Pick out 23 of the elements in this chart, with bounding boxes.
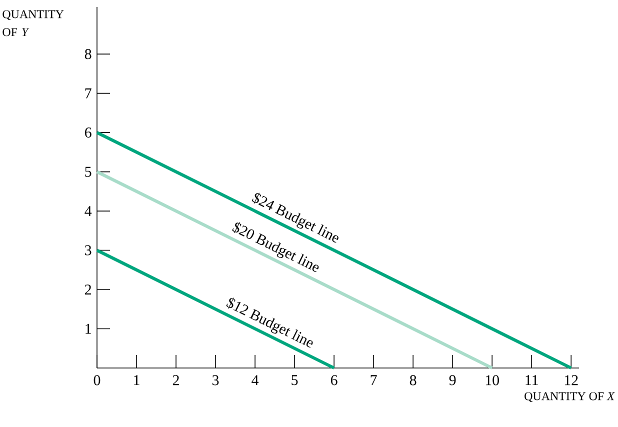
y-tick-label: 3 [85,245,92,256]
y-tick-label: 7 [85,88,92,98]
x-tick-label: 1 [134,375,140,386]
y-tick-label: 5 [85,166,92,177]
x-tick-label: 12 [564,375,578,386]
y-tick-label: 1 [86,324,91,334]
x-tick-label: 4 [252,375,259,386]
x-tick-label: 6 [330,375,338,386]
y-tick-label: 2 [85,284,91,294]
x-tick-label: 10 [486,375,499,386]
x-tick-label: 8 [410,375,416,386]
y-tick-label: 4 [84,206,92,216]
y-tick-label: 6 [84,128,92,138]
y-axis-title: QUANTITY OF Y [2,10,64,36]
x-axis-title: QUANTITY OF X [524,392,615,402]
x-tick-label: 3 [212,375,219,386]
y-tick-label: 8 [84,49,92,60]
x-tick-label: 5 [292,375,298,386]
x-tick-label: 2 [172,375,179,386]
x-tick-label: 7 [370,375,377,385]
x-tick-label: 11 [526,375,538,386]
x-tick-label: 0 [94,375,100,386]
x-tick-label: 9 [449,375,456,386]
